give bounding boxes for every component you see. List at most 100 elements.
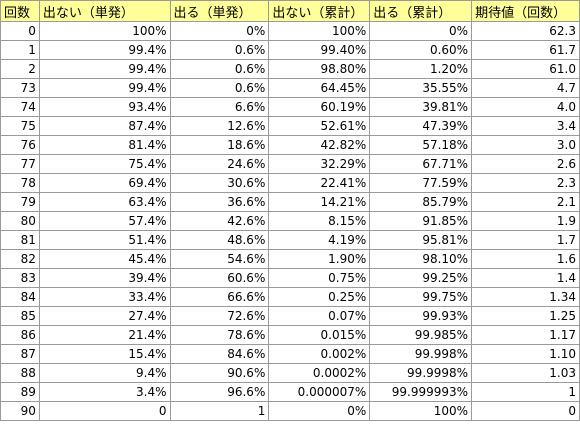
- cell-expected-value: 3.4: [471, 116, 580, 136]
- cell-hit-single: 6.6%: [169, 97, 270, 117]
- cell-hit-single: 96.6%: [169, 382, 270, 402]
- cell-hit-single: 24.6%: [169, 154, 270, 174]
- cell-count: 89: [0, 382, 40, 402]
- table-row: 85 27.4% 72.6% 0.07% 99.93% 1.25: [0, 306, 580, 326]
- cell-count: 86: [0, 325, 40, 345]
- cell-count: 87: [0, 344, 40, 364]
- cell-hit-cumulative: 39.81%: [369, 97, 473, 117]
- cell-hit-single: 72.6%: [169, 306, 270, 326]
- cell-expected-value: 1.4: [471, 268, 580, 288]
- cell-hit-cumulative: 99.25%: [369, 268, 473, 288]
- cell-miss-cumulative: 1.90%: [268, 249, 371, 269]
- table-row: 88 9.4% 90.6% 0.0002% 99.9998% 1.03: [0, 363, 580, 383]
- cell-miss-cumulative: 0.25%: [268, 287, 371, 307]
- cell-hit-single: 78.6%: [169, 325, 270, 345]
- cell-miss-cumulative: 100%: [268, 21, 371, 41]
- header-hit-cumulative: 出る（累計）: [369, 0, 473, 22]
- cell-hit-cumulative: 98.10%: [369, 249, 473, 269]
- cell-hit-single: 12.6%: [169, 116, 270, 136]
- cell-expected-value: 1.34: [471, 287, 580, 307]
- cell-count: 73: [0, 78, 40, 98]
- cell-hit-single: 66.6%: [169, 287, 270, 307]
- cell-miss-single: 57.4%: [38, 211, 171, 231]
- cell-miss-cumulative: 52.61%: [268, 116, 371, 136]
- table-row: 90 0 1 0% 100% 0: [0, 401, 580, 421]
- table-row: 78 69.4% 30.6% 22.41% 77.59% 2.3: [0, 173, 580, 193]
- cell-count: 83: [0, 268, 40, 288]
- table-body: 0 100% 0% 100% 0% 62.3 1 99.4% 0.6% 99.40% 0.60% 61…: [0, 21, 580, 421]
- cell-miss-cumulative: 8.15%: [268, 211, 371, 231]
- cell-expected-value: 1.03: [471, 363, 580, 383]
- cell-miss-cumulative: 0.015%: [268, 325, 371, 345]
- cell-miss-single: 33.4%: [38, 287, 171, 307]
- cell-miss-single: 45.4%: [38, 249, 171, 269]
- cell-expected-value: 4.7: [471, 78, 580, 98]
- cell-hit-cumulative: 99.93%: [369, 306, 473, 326]
- table-row: 80 57.4% 42.6% 8.15% 91.85% 1.9: [0, 211, 580, 231]
- cell-hit-cumulative: 0.60%: [369, 40, 473, 60]
- header-miss-cumulative: 出ない（累計）: [268, 0, 371, 22]
- cell-miss-single: 100%: [38, 21, 171, 41]
- cell-hit-single: 0.6%: [169, 40, 270, 60]
- cell-count: 75: [0, 116, 40, 136]
- cell-hit-single: 1: [169, 401, 270, 421]
- table-row: 84 33.4% 66.6% 0.25% 99.75% 1.34: [0, 287, 580, 307]
- cell-miss-single: 99.4%: [38, 59, 171, 79]
- cell-miss-cumulative: 14.21%: [268, 192, 371, 212]
- cell-miss-cumulative: 0%: [268, 401, 371, 421]
- cell-hit-cumulative: 77.59%: [369, 173, 473, 193]
- cell-hit-cumulative: 67.71%: [369, 154, 473, 174]
- cell-hit-cumulative: 47.39%: [369, 116, 473, 136]
- cell-expected-value: 0: [471, 401, 580, 421]
- table-row: 0 100% 0% 100% 0% 62.3: [0, 21, 580, 41]
- table-row: 87 15.4% 84.6% 0.002% 99.998% 1.10: [0, 344, 580, 364]
- cell-hit-cumulative: 99.998%: [369, 344, 473, 364]
- table-row: 77 75.4% 24.6% 32.29% 67.71% 2.6: [0, 154, 580, 174]
- cell-expected-value: 1.25: [471, 306, 580, 326]
- cell-miss-single: 15.4%: [38, 344, 171, 364]
- cell-count: 88: [0, 363, 40, 383]
- cell-miss-cumulative: 0.75%: [268, 268, 371, 288]
- table-row: 81 51.4% 48.6% 4.19% 95.81% 1.7: [0, 230, 580, 250]
- cell-miss-cumulative: 32.29%: [268, 154, 371, 174]
- table-row: 76 81.4% 18.6% 42.82% 57.18% 3.0: [0, 135, 580, 155]
- cell-miss-single: 87.4%: [38, 116, 171, 136]
- cell-count: 90: [0, 401, 40, 421]
- probability-table: 回数 出ない（単発） 出る（単発） 出ない（累計） 出る（累計） 期待値（回数）…: [0, 0, 580, 421]
- cell-hit-cumulative: 95.81%: [369, 230, 473, 250]
- cell-miss-cumulative: 0.000007%: [268, 382, 371, 402]
- cell-miss-single: 63.4%: [38, 192, 171, 212]
- header-hit-single: 出る（単発）: [169, 0, 270, 22]
- cell-miss-cumulative: 0.0002%: [268, 363, 371, 383]
- cell-miss-cumulative: 42.82%: [268, 135, 371, 155]
- cell-hit-cumulative: 99.9998%: [369, 363, 473, 383]
- cell-hit-cumulative: 0%: [369, 21, 473, 41]
- cell-hit-cumulative: 35.55%: [369, 78, 473, 98]
- cell-miss-cumulative: 0.07%: [268, 306, 371, 326]
- cell-miss-single: 0: [38, 401, 171, 421]
- header-expected-value: 期待値（回数）: [471, 0, 580, 22]
- cell-hit-single: 48.6%: [169, 230, 270, 250]
- cell-miss-cumulative: 98.80%: [268, 59, 371, 79]
- cell-hit-cumulative: 99.985%: [369, 325, 473, 345]
- cell-hit-cumulative: 85.79%: [369, 192, 473, 212]
- cell-hit-cumulative: 99.75%: [369, 287, 473, 307]
- table-row: 83 39.4% 60.6% 0.75% 99.25% 1.4: [0, 268, 580, 288]
- cell-miss-cumulative: 0.002%: [268, 344, 371, 364]
- cell-hit-single: 18.6%: [169, 135, 270, 155]
- cell-count: 2: [0, 59, 40, 79]
- cell-expected-value: 1.9: [471, 211, 580, 231]
- cell-expected-value: 1.6: [471, 249, 580, 269]
- cell-hit-cumulative: 100%: [369, 401, 473, 421]
- cell-hit-single: 36.6%: [169, 192, 270, 212]
- cell-expected-value: 1.7: [471, 230, 580, 250]
- table-row: 86 21.4% 78.6% 0.015% 99.985% 1.17: [0, 325, 580, 345]
- cell-expected-value: 4.0: [471, 97, 580, 117]
- cell-miss-cumulative: 60.19%: [268, 97, 371, 117]
- table-row: 79 63.4% 36.6% 14.21% 85.79% 2.1: [0, 192, 580, 212]
- header-count: 回数: [0, 0, 40, 22]
- cell-miss-single: 21.4%: [38, 325, 171, 345]
- cell-hit-single: 0%: [169, 21, 270, 41]
- cell-count: 76: [0, 135, 40, 155]
- cell-count: 84: [0, 287, 40, 307]
